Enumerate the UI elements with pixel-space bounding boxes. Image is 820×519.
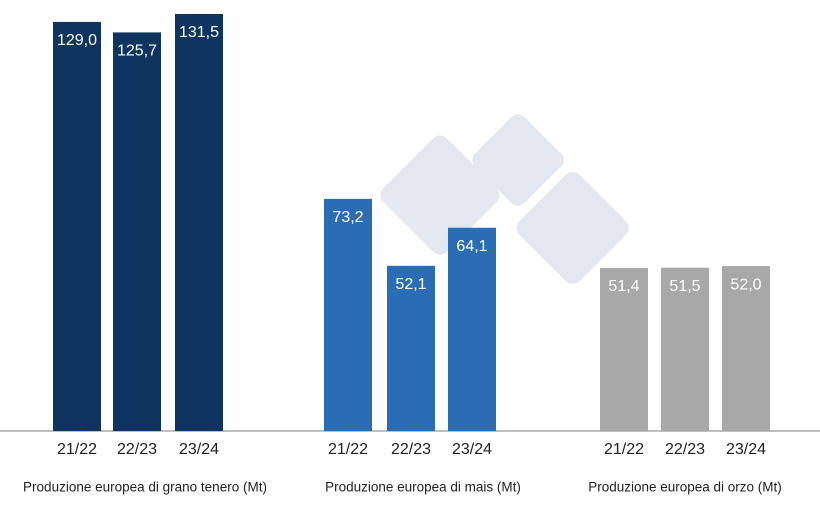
value-label: 51,5: [669, 278, 700, 295]
x-tick-label: 21/22: [328, 441, 368, 458]
bar: [448, 227, 496, 431]
value-label: 51,4: [608, 278, 639, 295]
x-tick-label: 21/22: [57, 441, 97, 458]
value-label: 131,5: [179, 24, 219, 41]
x-tick-label: 22/23: [391, 441, 431, 458]
bar: [113, 32, 161, 431]
x-tick-label: 23/24: [452, 441, 492, 458]
bar: [175, 14, 223, 431]
bar: [600, 268, 648, 431]
value-label: 52,0: [730, 276, 761, 293]
value-label: 129,0: [57, 32, 97, 49]
x-tick-label: 22/23: [117, 441, 157, 458]
value-label: 125,7: [117, 43, 157, 60]
bar: [661, 267, 709, 431]
x-tick-label: 23/24: [726, 441, 766, 458]
x-tick-label: 21/22: [604, 441, 644, 458]
value-label: 64,1: [456, 238, 487, 255]
value-label: 52,1: [395, 276, 426, 293]
group-title: Produzione europea di grano tenero (Mt): [23, 480, 267, 495]
value-label: 73,2: [332, 209, 363, 226]
x-tick-label: 23/24: [179, 441, 219, 458]
group-title: Produzione europea di mais (Mt): [325, 480, 521, 495]
bar: [324, 198, 372, 431]
x-tick-label: 22/23: [665, 441, 705, 458]
watermark: [380, 114, 629, 284]
bar: [722, 266, 770, 431]
group-title: Produzione europea di orzo (Mt): [588, 480, 782, 495]
bar: [387, 265, 435, 431]
bar: [53, 21, 101, 431]
